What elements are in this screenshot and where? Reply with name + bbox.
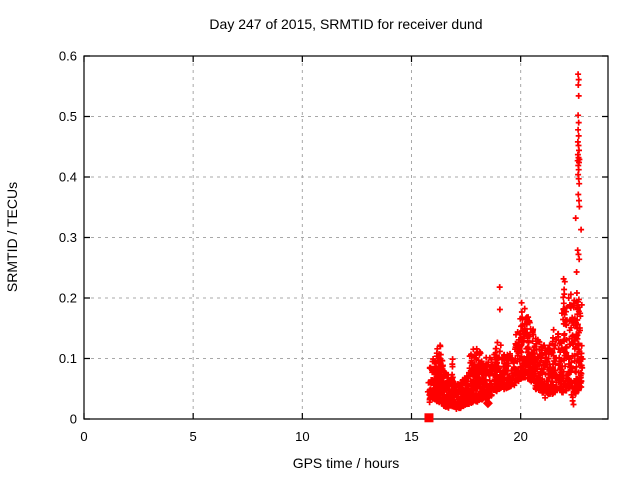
y-axis-label: SRMTID / TECUs bbox=[4, 182, 20, 292]
data-points bbox=[424, 71, 586, 412]
x-axis-label: GPS time / hours bbox=[293, 455, 400, 471]
tick-label: 0.4 bbox=[59, 170, 77, 185]
tick-label: 5 bbox=[190, 429, 197, 444]
tick-label: 0.5 bbox=[59, 109, 77, 124]
x-tick-labels: 0 5 10 15 20 bbox=[80, 429, 528, 444]
square-marker bbox=[424, 413, 434, 423]
plot-border bbox=[83, 55, 609, 420]
tick-label: 0.6 bbox=[59, 49, 77, 64]
gridlines bbox=[84, 56, 608, 419]
tick-label: 0 bbox=[70, 412, 77, 427]
tick-label: 0.3 bbox=[59, 230, 77, 245]
tick-label: 0.1 bbox=[59, 351, 77, 366]
chart-title: Day 247 of 2015, SRMTID for receiver dun… bbox=[209, 16, 482, 32]
tick-label: 20 bbox=[513, 429, 527, 444]
tick-label: 15 bbox=[404, 429, 418, 444]
tick-label: 0.2 bbox=[59, 291, 77, 306]
tick-label: 0 bbox=[80, 429, 87, 444]
tick-label: 10 bbox=[295, 429, 309, 444]
y-tick-labels: 0 0.1 0.2 0.3 0.4 0.5 0.6 bbox=[59, 49, 77, 427]
diamond-marker bbox=[482, 398, 493, 409]
special-markers bbox=[424, 398, 493, 423]
